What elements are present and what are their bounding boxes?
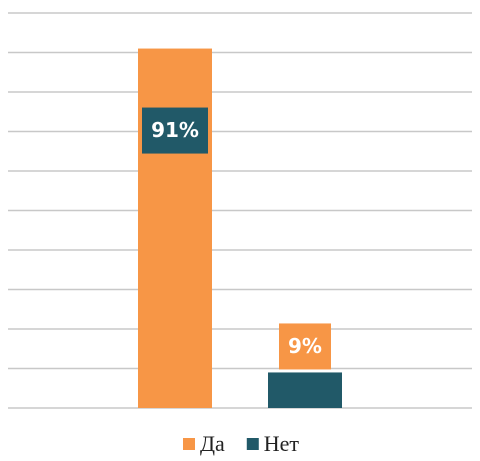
legend-swatch xyxy=(183,438,195,450)
data-label-box xyxy=(279,323,331,370)
legend-label: Нет xyxy=(264,431,300,456)
bar xyxy=(268,372,342,408)
legend-swatch xyxy=(246,438,259,450)
data-label: 91% xyxy=(151,118,199,142)
data-label: 9% xyxy=(288,334,322,358)
legend-label: Да xyxy=(200,431,225,456)
bar xyxy=(138,48,212,409)
data-label-box xyxy=(142,107,208,154)
